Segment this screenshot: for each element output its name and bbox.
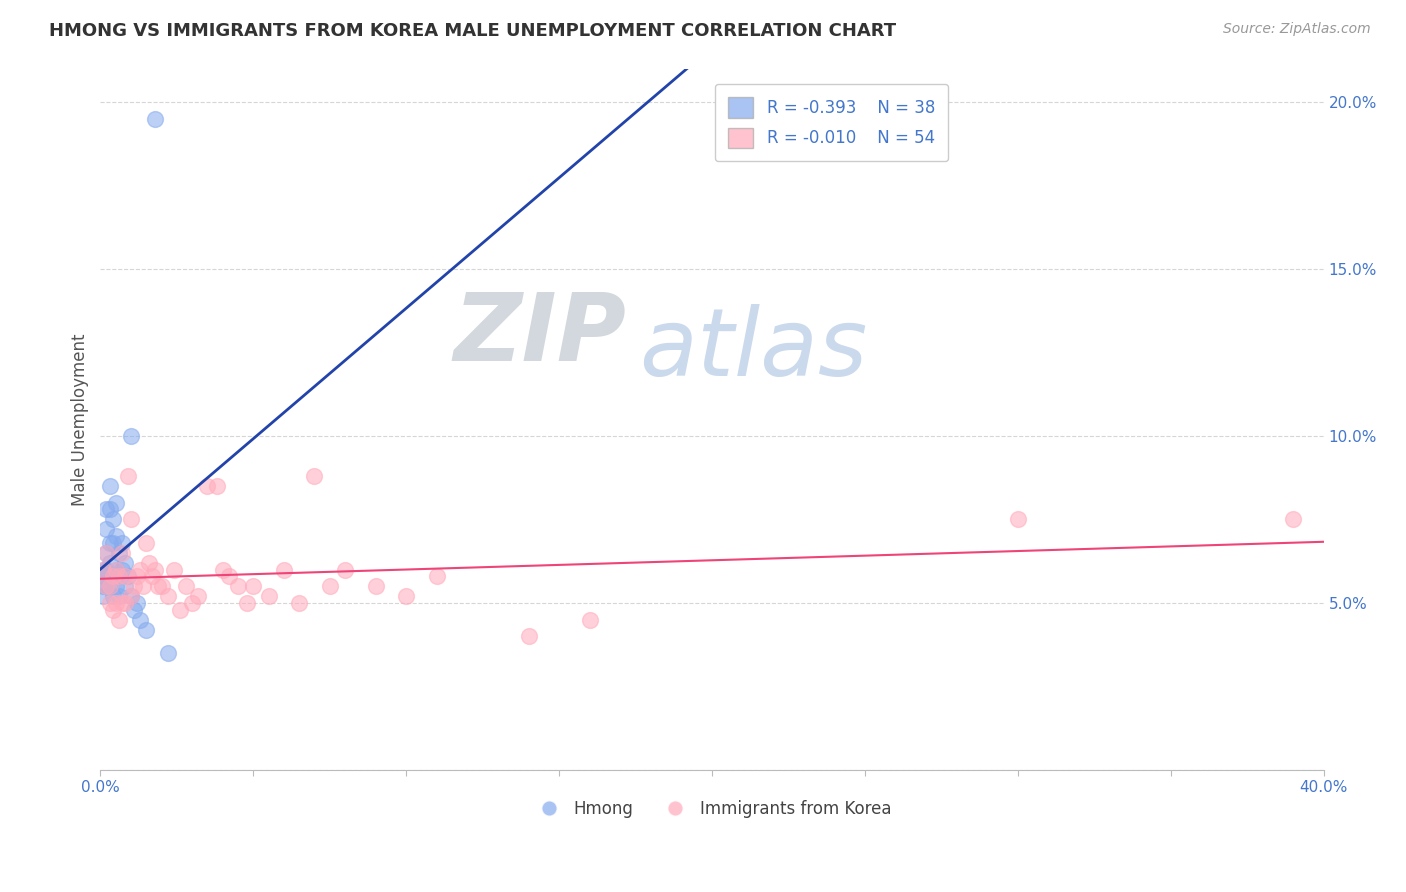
Point <box>98 579 121 593</box>
Point <box>1282 512 1305 526</box>
Point <box>117 569 139 583</box>
Point <box>111 546 134 560</box>
Point <box>93 569 115 583</box>
Point <box>93 563 115 577</box>
Point <box>117 469 139 483</box>
Point <box>96 579 118 593</box>
Point <box>319 579 342 593</box>
Point <box>395 589 418 603</box>
Point <box>98 479 121 493</box>
Point <box>288 596 311 610</box>
Point <box>104 563 127 577</box>
Point <box>120 512 142 526</box>
Point <box>101 589 124 603</box>
Point <box>114 569 136 583</box>
Point <box>517 629 540 643</box>
Point <box>114 596 136 610</box>
Point <box>107 546 129 560</box>
Point <box>98 579 121 593</box>
Point <box>125 569 148 583</box>
Point <box>96 579 118 593</box>
Point <box>145 112 167 126</box>
Point <box>96 546 118 560</box>
Point <box>101 536 124 550</box>
Point <box>120 589 142 603</box>
Point <box>148 579 170 593</box>
Point <box>107 569 129 583</box>
Point <box>273 563 295 577</box>
Point <box>98 536 121 550</box>
Point <box>93 579 115 593</box>
Point <box>104 596 127 610</box>
Point <box>426 569 449 583</box>
Point <box>205 479 228 493</box>
Point <box>111 596 134 610</box>
Point <box>187 589 209 603</box>
Y-axis label: Male Unemployment: Male Unemployment <box>72 333 89 506</box>
Point <box>107 589 129 603</box>
Point <box>125 596 148 610</box>
Point <box>93 589 115 603</box>
Point <box>93 563 115 577</box>
Point <box>242 579 264 593</box>
Legend: Hmong, Immigrants from Korea: Hmong, Immigrants from Korea <box>526 794 898 825</box>
Point <box>304 469 326 483</box>
Point <box>101 602 124 616</box>
Point <box>138 556 160 570</box>
Point <box>150 579 173 593</box>
Point <box>578 613 600 627</box>
Point <box>145 563 167 577</box>
Point <box>96 546 118 560</box>
Point <box>218 569 240 583</box>
Point <box>236 596 259 610</box>
Point <box>104 529 127 543</box>
Point <box>104 563 127 577</box>
Point <box>104 496 127 510</box>
Point <box>120 429 142 443</box>
Point <box>129 563 152 577</box>
Text: Source: ZipAtlas.com: Source: ZipAtlas.com <box>1223 22 1371 37</box>
Point <box>96 502 118 516</box>
Point <box>181 596 204 610</box>
Point <box>107 569 129 583</box>
Point <box>135 536 157 550</box>
Point <box>122 579 145 593</box>
Point <box>141 569 163 583</box>
Point <box>169 602 191 616</box>
Point <box>364 579 387 593</box>
Point <box>156 589 179 603</box>
Text: HMONG VS IMMIGRANTS FROM KOREA MALE UNEMPLOYMENT CORRELATION CHART: HMONG VS IMMIGRANTS FROM KOREA MALE UNEM… <box>49 22 897 40</box>
Point <box>98 556 121 570</box>
Point <box>101 569 124 583</box>
Point <box>98 596 121 610</box>
Point <box>122 602 145 616</box>
Point <box>101 569 124 583</box>
Point <box>114 556 136 570</box>
Point <box>104 579 127 593</box>
Point <box>129 613 152 627</box>
Point <box>120 589 142 603</box>
Point <box>163 563 186 577</box>
Point <box>1007 512 1029 526</box>
Point <box>197 479 219 493</box>
Text: atlas: atlas <box>638 303 868 394</box>
Point <box>114 579 136 593</box>
Point <box>135 623 157 637</box>
Text: ZIP: ZIP <box>454 289 627 381</box>
Point <box>98 502 121 516</box>
Point <box>211 563 233 577</box>
Point <box>111 536 134 550</box>
Point <box>226 579 249 593</box>
Point <box>107 613 129 627</box>
Point <box>111 563 134 577</box>
Point <box>101 512 124 526</box>
Point <box>96 523 118 537</box>
Point <box>132 579 155 593</box>
Point <box>257 589 280 603</box>
Point <box>96 563 118 577</box>
Point <box>174 579 197 593</box>
Point <box>333 563 356 577</box>
Point <box>156 646 179 660</box>
